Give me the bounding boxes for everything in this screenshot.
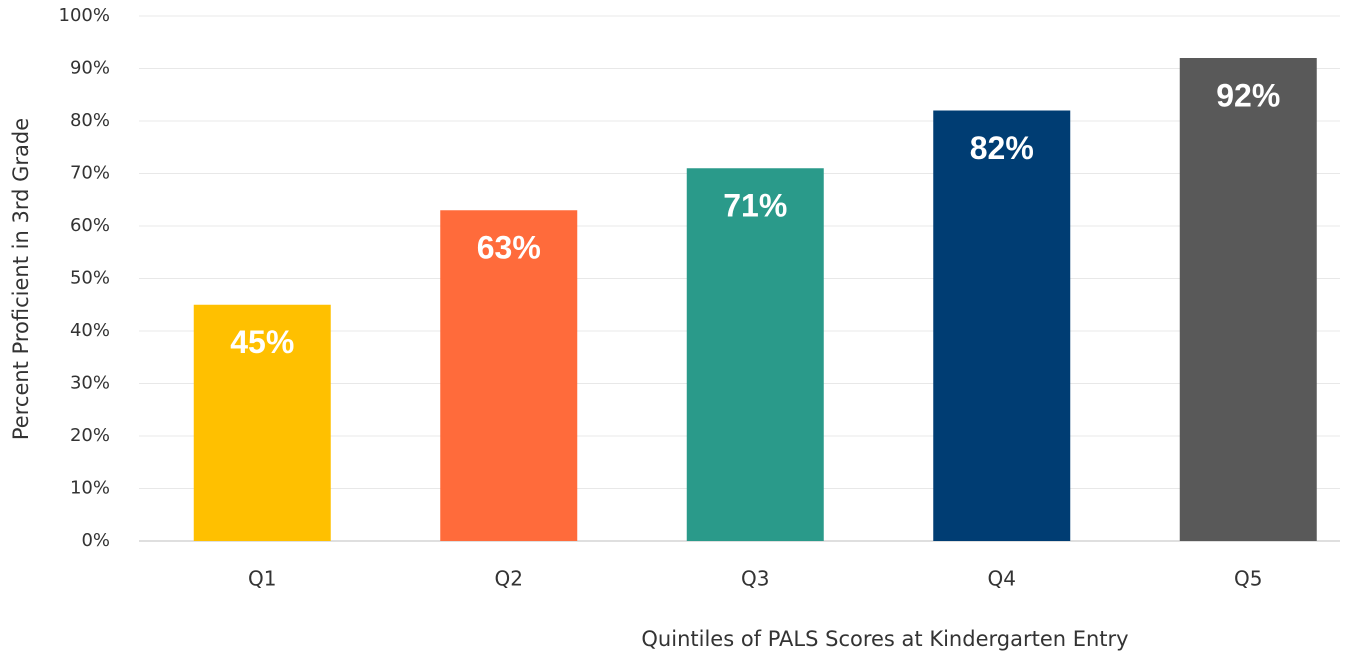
y-tick-label: 50% bbox=[70, 268, 110, 289]
y-tick-label: 70% bbox=[70, 163, 110, 184]
bar bbox=[686, 168, 824, 541]
y-axis-title: Percent Proficient in 3rd Grade bbox=[9, 118, 33, 440]
y-tick-label: 40% bbox=[70, 320, 110, 341]
bar bbox=[193, 304, 331, 541]
y-tick-label: 0% bbox=[81, 530, 110, 551]
value-label: 63% bbox=[477, 230, 541, 266]
value-label: 45% bbox=[230, 324, 294, 360]
y-tick-label: 100% bbox=[59, 5, 110, 26]
y-tick-label: 10% bbox=[70, 478, 110, 499]
bar bbox=[1179, 58, 1317, 541]
value-label: 92% bbox=[1216, 77, 1280, 113]
x-tick-label: Q3 bbox=[741, 567, 769, 591]
x-tick-label: Q5 bbox=[1234, 567, 1262, 591]
bar bbox=[440, 210, 578, 541]
x-tick-label: Q2 bbox=[495, 567, 523, 591]
x-tick-label: Q4 bbox=[988, 567, 1016, 591]
x-axis-title: Quintiles of PALS Scores at Kindergarten… bbox=[641, 627, 1128, 651]
y-tick-label: 20% bbox=[70, 425, 110, 446]
y-tick-label: 80% bbox=[70, 110, 110, 131]
y-tick-label: 90% bbox=[70, 58, 110, 79]
value-label: 71% bbox=[723, 188, 787, 224]
x-tick-label: Q1 bbox=[248, 567, 276, 591]
y-tick-label: 30% bbox=[70, 373, 110, 394]
bar bbox=[933, 110, 1071, 541]
y-tick-label: 60% bbox=[70, 215, 110, 236]
value-label: 82% bbox=[970, 130, 1034, 166]
